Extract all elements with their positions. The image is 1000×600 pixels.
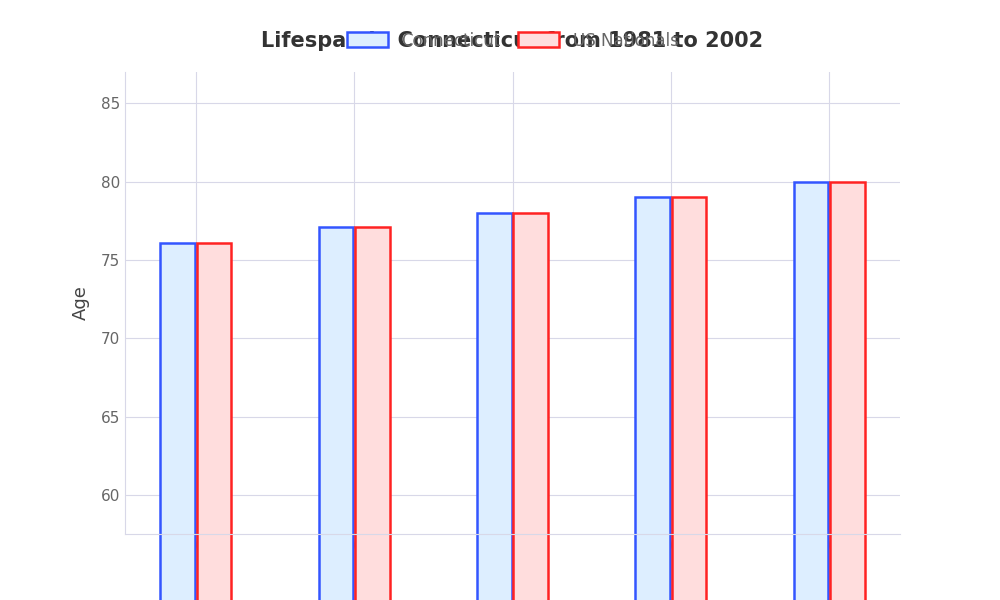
- Y-axis label: Age: Age: [72, 286, 90, 320]
- Bar: [513, 213, 548, 600]
- Bar: [197, 243, 231, 600]
- X-axis label: Year: Year: [493, 565, 532, 583]
- Bar: [477, 213, 512, 600]
- Bar: [160, 243, 195, 600]
- Legend: Connecticut, US Nationals: Connecticut, US Nationals: [340, 25, 685, 56]
- Bar: [830, 182, 865, 600]
- Bar: [635, 197, 670, 600]
- Bar: [355, 227, 390, 600]
- Bar: [672, 197, 706, 600]
- Title: Lifespan in Connecticut from 1981 to 2002: Lifespan in Connecticut from 1981 to 200…: [261, 31, 764, 51]
- Bar: [319, 227, 353, 600]
- Bar: [794, 182, 828, 600]
